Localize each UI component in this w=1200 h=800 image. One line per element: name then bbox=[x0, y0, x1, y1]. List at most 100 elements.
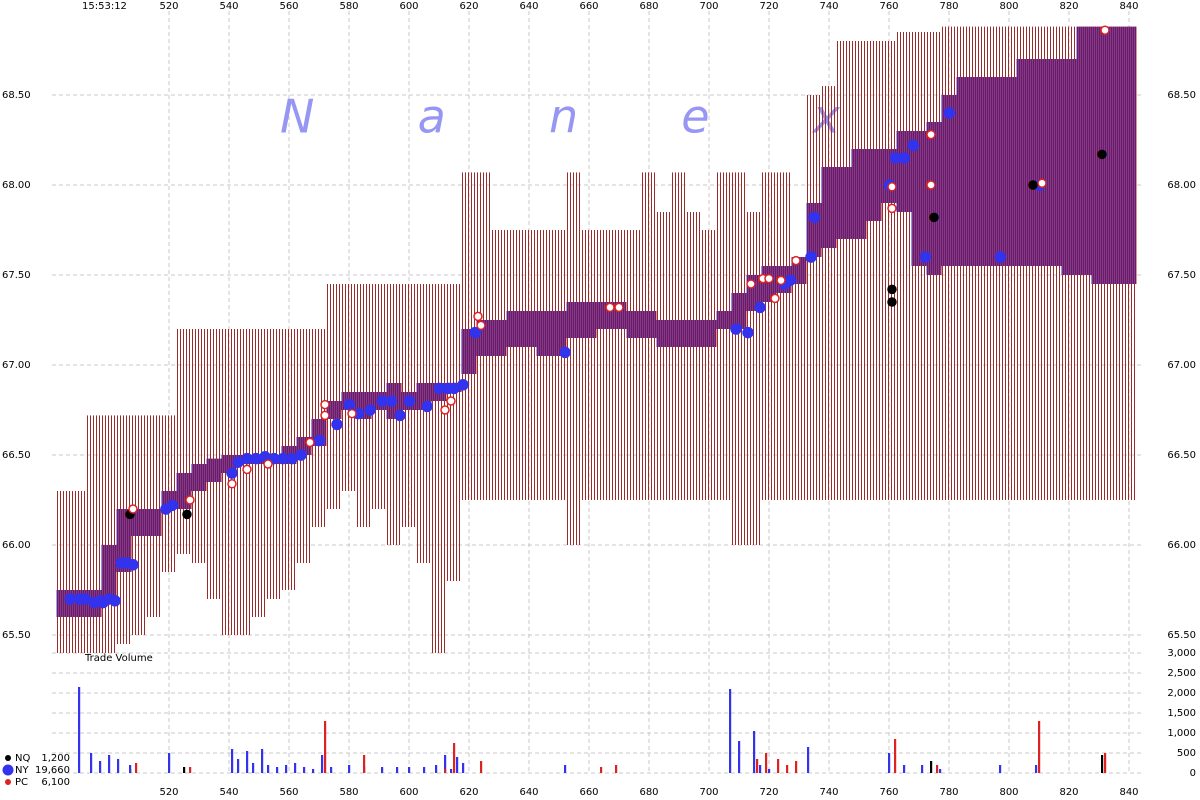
y-tick-label: 1,500 bbox=[1167, 708, 1196, 719]
trade-point bbox=[926, 129, 936, 140]
volume-bar bbox=[564, 765, 567, 773]
legend-total: 1,200 bbox=[41, 753, 70, 764]
quote-band bbox=[851, 149, 867, 239]
quote-band bbox=[836, 167, 852, 239]
y-tick-label: 2,500 bbox=[1167, 668, 1196, 679]
quote-range bbox=[866, 41, 882, 500]
quote-band bbox=[1106, 26, 1122, 284]
volume-bar bbox=[381, 767, 384, 773]
y-tick-label: 67.50 bbox=[2, 270, 31, 281]
quote-band bbox=[521, 311, 537, 347]
volume-bar bbox=[453, 743, 456, 773]
x-tick-label: 640 bbox=[519, 1, 538, 12]
quote-band bbox=[1121, 26, 1137, 284]
volume-bar bbox=[237, 759, 240, 773]
legend-total: 6,100 bbox=[41, 777, 70, 788]
quote-range bbox=[881, 41, 897, 500]
volume-bar bbox=[738, 741, 741, 773]
trade-point bbox=[805, 251, 817, 263]
volume-title: Trade Volume bbox=[84, 653, 153, 664]
volume-bar bbox=[1104, 753, 1107, 773]
volume-bar bbox=[99, 761, 102, 773]
volume-bar bbox=[807, 747, 810, 773]
legend-marker bbox=[5, 779, 11, 785]
x-tick-label: 700 bbox=[699, 1, 718, 12]
quote-range bbox=[896, 32, 912, 500]
quote-band bbox=[686, 320, 702, 347]
volume-bar bbox=[456, 757, 459, 773]
trade-point bbox=[742, 326, 754, 339]
quote-band bbox=[866, 149, 882, 221]
quote-band bbox=[191, 464, 207, 491]
quote-band bbox=[491, 320, 507, 356]
quote-band bbox=[116, 509, 132, 572]
x-tick-label: 580 bbox=[339, 787, 358, 798]
trade-point bbox=[994, 251, 1006, 263]
volume-bar bbox=[768, 769, 771, 773]
quote-range bbox=[176, 329, 192, 554]
legend-label: NY bbox=[15, 765, 29, 776]
trade-point bbox=[559, 346, 571, 359]
quote-range bbox=[686, 212, 702, 500]
y-tick-label: 66.00 bbox=[2, 540, 31, 551]
trade-point bbox=[313, 434, 325, 447]
x-tick-label: 520 bbox=[159, 787, 178, 798]
y-tick-label: 68.50 bbox=[2, 90, 31, 101]
quote-band bbox=[1076, 26, 1092, 275]
quote-range bbox=[581, 230, 597, 500]
quote-band bbox=[506, 311, 522, 347]
trade-point bbox=[347, 408, 357, 419]
volume-bar bbox=[168, 753, 171, 773]
trade-point bbox=[887, 284, 897, 295]
y-tick-label: 67.00 bbox=[1167, 360, 1196, 371]
volume-bar bbox=[729, 689, 732, 773]
quote-range bbox=[776, 172, 792, 500]
trade-point bbox=[403, 395, 415, 407]
volume-bar bbox=[615, 765, 618, 773]
volume-bar bbox=[231, 749, 234, 773]
trade-point bbox=[746, 279, 756, 289]
quote-band bbox=[146, 509, 162, 536]
volume-bar bbox=[435, 765, 438, 773]
y-tick-label: 1,000 bbox=[1167, 728, 1196, 739]
watermark: Nanex bbox=[280, 90, 841, 144]
trade-point bbox=[394, 409, 406, 422]
volume-bar bbox=[462, 763, 465, 773]
trade-point bbox=[1037, 178, 1047, 188]
quote-range bbox=[101, 415, 117, 653]
trade-point bbox=[109, 595, 121, 607]
quote-range bbox=[326, 284, 342, 509]
volume-bar bbox=[294, 763, 297, 773]
y-tick-label: 68.50 bbox=[1167, 90, 1196, 101]
y-tick-label: 67.50 bbox=[1167, 270, 1196, 281]
quote-range bbox=[341, 284, 357, 491]
volume-bar bbox=[753, 731, 756, 773]
quote-band bbox=[986, 77, 1002, 266]
trade-point bbox=[776, 275, 786, 286]
quote-band bbox=[671, 320, 687, 347]
y-tick-label: 0 bbox=[1190, 768, 1196, 779]
x-tick-label: 540 bbox=[219, 787, 238, 798]
quote-band bbox=[581, 302, 597, 338]
trade-point bbox=[887, 182, 897, 192]
x-tick-label: 700 bbox=[699, 787, 718, 798]
quote-range bbox=[701, 230, 717, 500]
trade-point bbox=[185, 495, 195, 505]
x-tick-label: 780 bbox=[939, 787, 958, 798]
trade-point bbox=[227, 479, 237, 489]
trade-point bbox=[473, 311, 483, 322]
x-tick-label: 580 bbox=[339, 1, 358, 12]
trade-point bbox=[1097, 149, 1107, 160]
volume-bar bbox=[246, 751, 249, 773]
trade-point bbox=[1100, 25, 1110, 35]
legend-total: 19,660 bbox=[35, 765, 70, 776]
quote-range bbox=[851, 41, 867, 500]
quote-band bbox=[1001, 77, 1017, 266]
y-tick-label: 66.50 bbox=[2, 450, 31, 461]
x-tick-label: 680 bbox=[639, 1, 658, 12]
volume-bar bbox=[330, 767, 333, 773]
quote-band bbox=[641, 311, 657, 338]
quote-band bbox=[551, 311, 567, 356]
